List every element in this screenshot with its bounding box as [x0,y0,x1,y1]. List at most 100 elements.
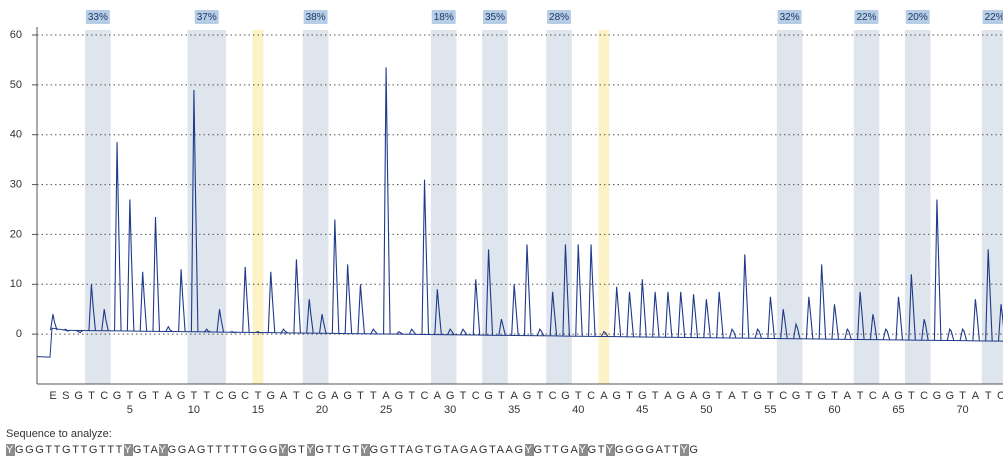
dispensation-letter: G [561,390,570,402]
region-label: 18% [434,12,454,23]
peak [895,296,904,340]
sequence-segment: GTTGT [315,444,361,456]
dispensation-letter: A [280,390,288,402]
region-label-box [854,10,879,24]
peak [203,328,211,333]
peak [498,319,506,336]
dispensation-letter: G [395,390,404,402]
dispensation-letter: G [267,390,276,402]
dispensation-letter: G [933,390,942,402]
peak [318,314,327,334]
variable-site: Y [158,444,168,456]
dispensation-letter: A [382,390,390,402]
peak [921,319,929,341]
peak [844,327,852,340]
variable-site: Y [606,444,615,456]
peak [908,274,916,341]
region-label-box [547,10,572,24]
peak [997,304,1003,342]
dispensation-letter: T [831,390,838,402]
dispensation-letter: G [792,390,801,402]
sequence-segment: GGAGTTTTTGGG [167,444,280,456]
dispensation-letter: G [702,390,711,402]
x-tick-label: 50 [700,404,712,416]
dispensation-letter: T [716,390,723,402]
y-tick-label: 30 [10,178,22,190]
dispensation-letter: G [612,390,621,402]
bisulfite-control [252,30,264,384]
dispensation-letter: C [920,390,928,402]
sequence-title: Sequence to analyze: [6,428,112,440]
dispensation-letter: A [511,390,519,402]
peak [652,291,660,338]
peak [280,328,288,334]
peak [985,249,993,341]
sequence-segment: GT [587,444,607,456]
x-tick-label: 30 [444,404,456,416]
dispensation-letter: G [676,390,685,402]
y-tick-label: 60 [10,29,22,41]
variable-site: Y [578,444,588,456]
peak [562,244,570,337]
bisulfite-control [598,30,610,384]
variable-site: Y [524,444,534,456]
region-label: 22% [856,12,876,23]
peak [229,331,237,334]
dispensation-letter: T [88,390,95,402]
peak [536,328,545,337]
dispensation-letter: T [857,390,864,402]
peak [613,286,622,337]
dispensation-letter: C [241,390,249,402]
peak [588,244,596,337]
dispensation-letter: A [972,390,980,402]
dispensation-letter: C [216,390,224,402]
variable-site: Y [123,444,133,456]
variable-site: Y [680,444,690,456]
dispensation-letter: C [100,390,108,402]
dispensation-letter: A [600,390,608,402]
variable-site: Y [279,444,289,456]
region-label: 38% [306,12,326,23]
dispensation-letter: C [305,390,313,402]
dispensation-letter: G [638,390,647,402]
peak [255,331,262,334]
region-label-box [982,10,1003,24]
peak [754,327,763,339]
dispensation-letter: G [753,390,762,402]
dispensation-letter: C [587,390,595,402]
peak [459,328,468,336]
y-tick-label: 10 [10,278,22,290]
region-label-box [85,10,110,24]
x-tick-label: 60 [828,404,840,416]
dispensation-letter: A [664,390,672,402]
peak [139,271,148,332]
dispensation-letter: T [805,390,812,402]
dispensation-letter: G [318,390,327,402]
dispensation-letter: A [728,390,736,402]
region-label-box [303,10,328,24]
dispensation-letter: G [228,390,237,402]
peak [575,244,583,337]
x-tick-label: 15 [252,404,264,416]
peak [306,299,314,334]
peak [857,291,865,340]
x-tick-label: 55 [764,404,776,416]
peak [703,299,711,338]
sequence-segment: GGGGATT [614,444,681,456]
peak [882,327,891,340]
peak [293,259,301,334]
peak [792,322,801,339]
sequence-segment: GT [288,444,307,456]
dispensation-letter: A [434,390,442,402]
region-label: 22% [985,12,1003,23]
peak [972,299,980,341]
peak [63,328,70,332]
peak [639,279,647,338]
dispensation-letter: G [523,390,532,402]
dispensation-letter: A [844,390,852,402]
dispensation-letter: T [908,390,915,402]
dispensation-letter: T [408,390,415,402]
peak [741,254,750,339]
x-tick-label: 5 [127,404,133,416]
peak [75,329,83,334]
